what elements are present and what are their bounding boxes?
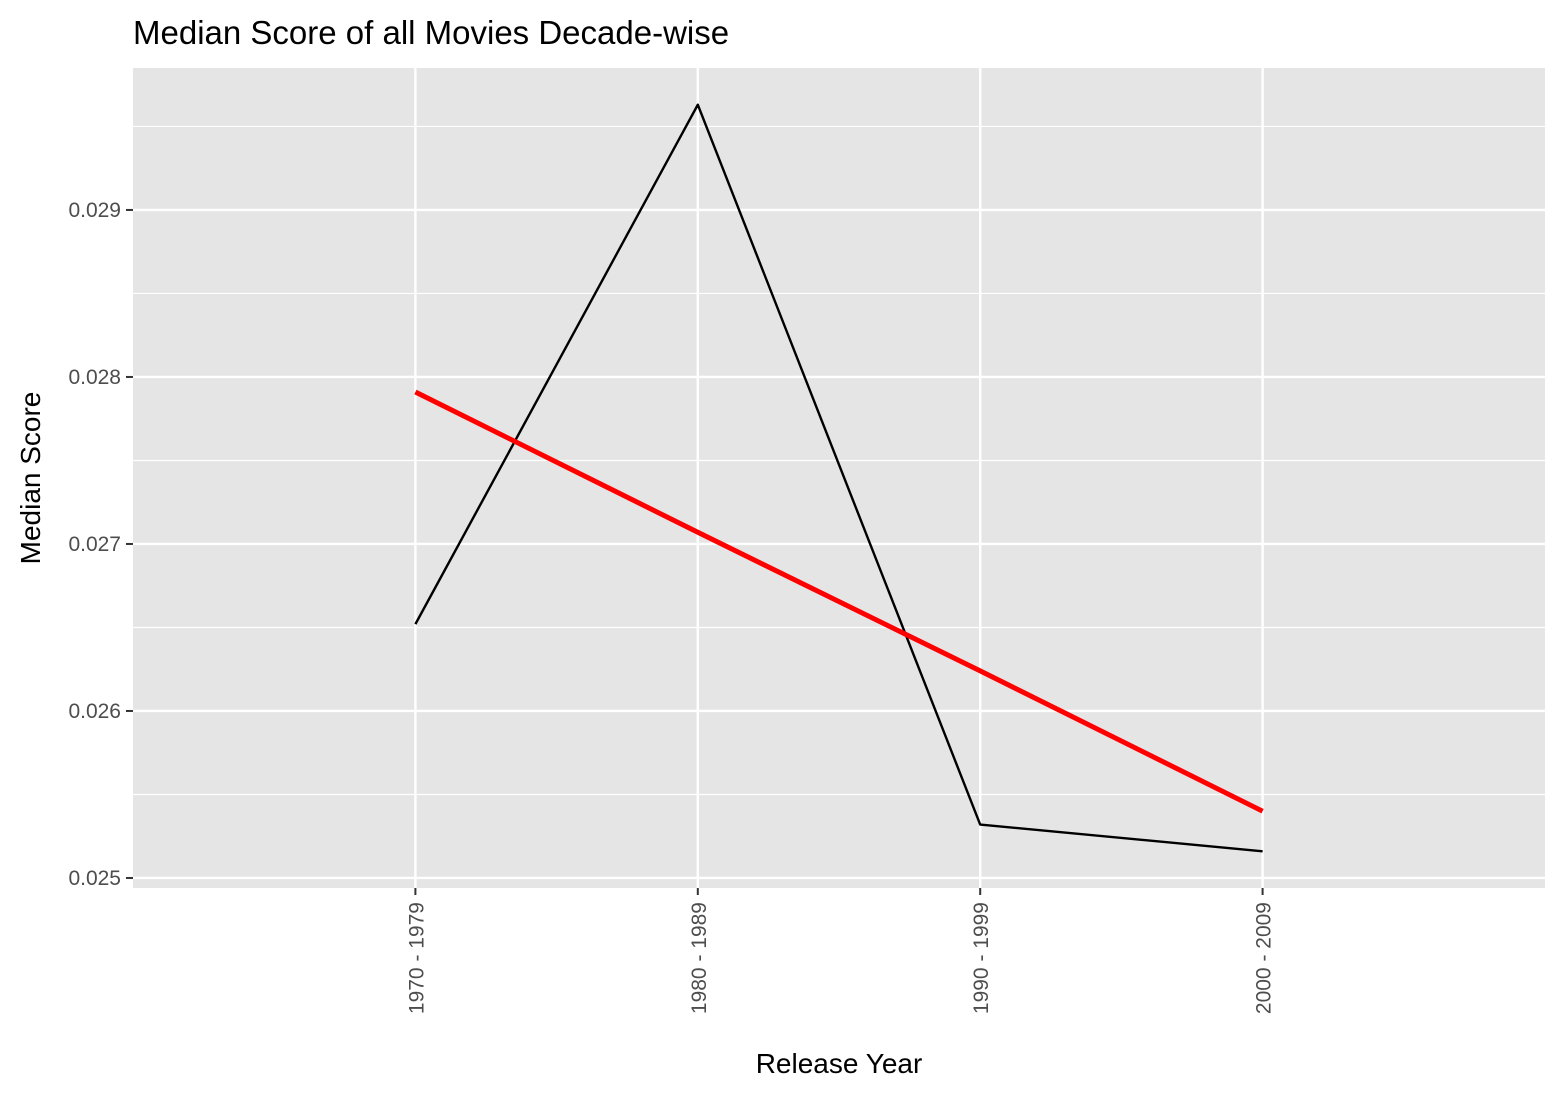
series-line-2 xyxy=(414,389,1264,814)
y-axis: 0.025 0.026 0.027 0.028 0.029 xyxy=(68,199,133,890)
y-tick-label: 0.027 xyxy=(68,533,121,556)
y-tick-label: 0.026 xyxy=(68,700,121,723)
x-tick-label: 2000 - 2009 xyxy=(1253,902,1276,1014)
x-axis: 1970 - 1979 1980 - 1989 1990 - 1999 2000 - … xyxy=(405,888,1276,1014)
y-tick-label: 0.028 xyxy=(68,366,121,389)
x-axis-title: Release Year xyxy=(756,1048,923,1079)
y-tick-label: 0.029 xyxy=(68,199,121,222)
x-tick-label: 1980 - 1989 xyxy=(688,902,711,1014)
chart-title: Median Score of all Movies Decade-wise xyxy=(133,14,729,51)
y-tick-label: 0.025 xyxy=(68,867,121,890)
x-tick-label: 1970 - 1979 xyxy=(405,902,428,1014)
x-tick-label: 1990 - 1999 xyxy=(970,902,993,1014)
major-gridlines xyxy=(133,68,1545,888)
minor-gridlines xyxy=(133,125,1545,796)
y-axis-title: Median Score xyxy=(15,392,46,565)
series-line-1 xyxy=(414,103,1263,853)
series-layer xyxy=(414,103,1264,853)
plot-panel xyxy=(133,68,1545,888)
